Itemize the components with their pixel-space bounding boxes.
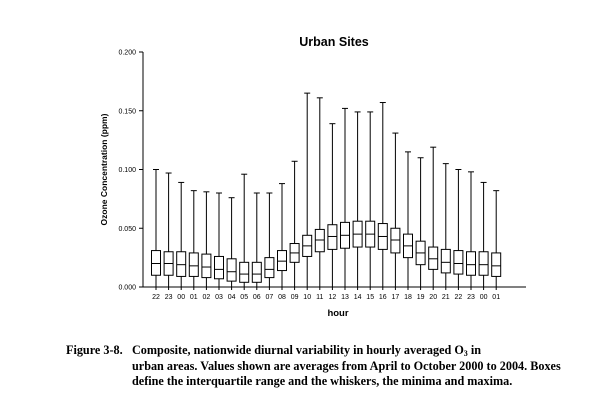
box: [491, 190, 502, 287]
x-axis-label: hour: [327, 308, 348, 319]
box: [428, 146, 439, 287]
box: [163, 172, 174, 287]
box: [302, 92, 313, 287]
iqr-box: [466, 251, 476, 276]
caption-text-after-sub: in: [467, 343, 482, 357]
x-tick-label: 07: [266, 294, 274, 301]
x-tick-label: 22: [152, 294, 160, 301]
x-tick-label: 02: [203, 294, 211, 301]
caption-continuation: urban areas. Values shown are averages f…: [132, 358, 561, 389]
x-tick-label: 23: [165, 294, 173, 301]
x-tick-label: 22: [455, 294, 463, 301]
x-tick-label: 06: [253, 294, 261, 301]
iqr-box: [226, 258, 237, 282]
figure-caption: Figure 3-8. Composite, nationwide diurnal…: [66, 343, 566, 390]
iqr-box: [390, 227, 401, 254]
x-tick-label: 12: [329, 294, 337, 301]
iqr-box: [478, 251, 489, 276]
x-tick-label: 20: [429, 294, 437, 301]
box: [239, 173, 250, 287]
box: [289, 160, 300, 287]
boxplot-chart: Urban Sites 0.000 0.050 0.100 0.150 0.200 22…: [99, 35, 526, 319]
x-tick-label: 14: [354, 294, 362, 301]
x-tick-label: 17: [392, 294, 400, 301]
iqr-box: [188, 252, 199, 277]
y-tick-label: 0.200: [118, 50, 136, 57]
iqr-box: [314, 228, 325, 253]
y-tick-label: 0.100: [118, 167, 136, 174]
box: [251, 192, 262, 287]
box: [365, 111, 376, 287]
iqr-box: [151, 250, 161, 276]
y-tick-label: 0.150: [118, 108, 136, 115]
x-tick-label: 10: [303, 294, 311, 301]
iqr-box: [251, 261, 262, 283]
box: [226, 197, 237, 287]
x-tick-label: 21: [442, 294, 450, 301]
box: [201, 191, 212, 287]
box: [453, 169, 464, 287]
caption-first-line: Composite, nationwide diurnal variabilit…: [132, 343, 482, 358]
x-tick-label: 03: [215, 294, 223, 301]
box: [188, 190, 199, 287]
iqr-box: [239, 261, 250, 283]
iqr-box: [453, 250, 464, 275]
box: [390, 132, 401, 287]
box: [314, 97, 325, 287]
iqr-box: [277, 250, 287, 272]
x-tick-label: 15: [366, 294, 374, 301]
iqr-box: [176, 251, 187, 277]
box: [176, 181, 187, 287]
caption-subscript: 3: [463, 349, 468, 358]
x-tick-label: 00: [480, 294, 488, 301]
iqr-box: [327, 224, 338, 250]
caption-text-before-sub: Composite, nationwide diurnal variabilit…: [132, 343, 464, 357]
iqr-box: [428, 246, 439, 270]
box: [264, 192, 275, 287]
x-tick-label: 01: [190, 294, 198, 301]
x-tick-label: 00: [177, 294, 185, 301]
x-tick-label: 16: [379, 294, 387, 301]
box: [415, 157, 426, 287]
chart-title: Urban Sites: [299, 35, 369, 49]
iqr-box: [491, 252, 502, 277]
iqr-box: [264, 257, 275, 279]
box: [440, 163, 451, 287]
y-axis: 0.000 0.050 0.100 0.150 0.200: [118, 50, 144, 292]
x-tick-label: 04: [228, 294, 236, 301]
box: [214, 192, 224, 287]
x-axis: 22 23 00 01 02 03 04 05 06 07 08 09 10 11 12 13 14 15 16 17…: [143, 286, 526, 301]
box: [340, 107, 350, 287]
y-axis-label: Ozone Concentration (ppm): [99, 113, 109, 225]
caption-label: Figure 3-8.: [66, 343, 123, 357]
x-tick-label: 23: [467, 294, 475, 301]
x-tick-label: 11: [316, 294, 323, 301]
box: [403, 151, 413, 287]
box: [466, 171, 476, 287]
box-series: [151, 92, 502, 287]
iqr-box: [440, 248, 451, 274]
x-tick-label: 09: [291, 294, 299, 301]
box: [377, 102, 388, 287]
x-tick-label: 05: [240, 294, 248, 301]
y-tick-label: 0.050: [118, 226, 136, 233]
iqr-box: [214, 255, 224, 280]
x-tick-label: 08: [278, 294, 286, 301]
x-tick-label: 18: [404, 294, 412, 301]
box: [277, 183, 287, 287]
y-tick-label: 0.000: [118, 285, 136, 292]
x-tick-label: 01: [492, 294, 500, 301]
iqr-box: [201, 253, 212, 279]
box: [352, 111, 363, 287]
box: [327, 123, 338, 287]
box: [478, 181, 489, 287]
box: [151, 169, 161, 287]
x-tick-label: 19: [417, 294, 425, 301]
x-tick-label: 13: [341, 294, 349, 301]
